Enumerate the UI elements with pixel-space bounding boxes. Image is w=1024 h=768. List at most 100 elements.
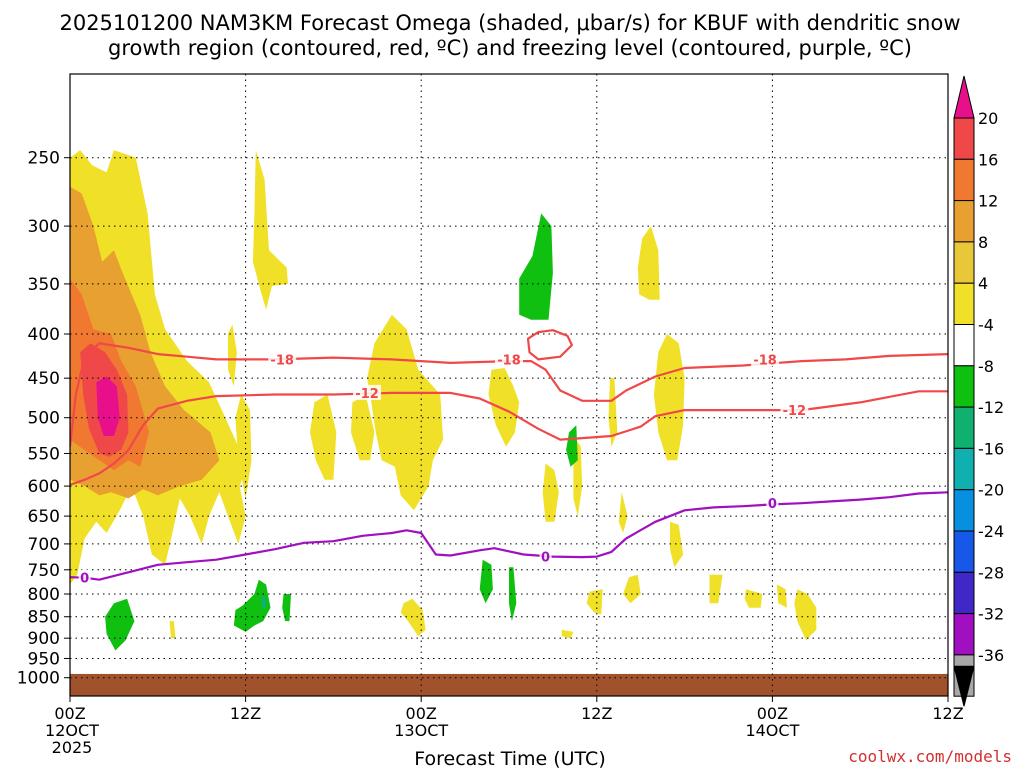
y-tick-label-500: 500	[28, 409, 60, 429]
omega-shade-pos-12	[542, 463, 559, 522]
omega-shade-neg-28	[105, 598, 135, 651]
colorbar-label-2: 12	[978, 192, 998, 211]
x-axis-label: Forecast Time (UTC)	[414, 748, 605, 768]
colorbar-swatch-8	[953, 447, 975, 491]
omega-shade-pos-22	[744, 589, 763, 608]
contour-label-3: 0	[541, 551, 550, 566]
colorbar-swatch-7	[953, 406, 975, 449]
omega-shade-pos-24	[776, 584, 787, 608]
omega-shade-pos-21	[586, 589, 603, 615]
y-tick-label-650: 650	[28, 507, 60, 527]
omega-shade-neg-34	[566, 425, 578, 467]
x-tick-label-24-2: 13OCT	[394, 721, 448, 740]
contour-dgz-1	[70, 390, 948, 486]
omega-shade-pos-10	[367, 314, 444, 511]
contour-label-bg	[539, 548, 552, 564]
colorbar-swatch-4	[953, 282, 975, 326]
colorbar-swatch-6	[953, 365, 975, 408]
omega-shade-pos-11	[488, 368, 520, 447]
contour-label-bg	[780, 402, 809, 418]
colorbar: 20 16 12 8 4 -4 -8 -12 -16 -20 -24 -28 -32 -36	[953, 75, 1004, 707]
colorbar-swatch-0	[953, 117, 975, 160]
y-tick-label-550: 550	[28, 444, 60, 464]
colorbar-label-9: -20	[978, 481, 1004, 500]
colorbar-label-13: -36	[978, 646, 1004, 665]
contour-label-bg	[766, 495, 779, 511]
x-tick-label-36-1: 12Z	[581, 704, 612, 723]
colorbar-label-1: 16	[978, 150, 998, 169]
contour-dgz-8	[526, 329, 573, 361]
colorbar-swatch-2	[953, 200, 975, 243]
omega-shade-pos-25	[400, 598, 426, 637]
omega-shade-pos-15	[618, 492, 628, 533]
colorbar-bottom-arrow	[953, 665, 975, 707]
colorbar-label-0: 20	[978, 109, 998, 128]
omega-shade-pos-17	[653, 334, 685, 461]
y-tick-label-450: 450	[28, 369, 60, 389]
x-tick-label-0-2: 12OCT	[45, 721, 99, 740]
omega-shade-pos-14	[608, 378, 618, 447]
colorbar-label-12: -32	[978, 605, 1004, 624]
omega-shade-pos-8	[310, 394, 337, 480]
ground-layer	[70, 673, 948, 696]
credit-link[interactable]: coolwx.com/models	[848, 747, 1012, 766]
omega-shade-pos-26	[561, 629, 574, 639]
y-tick-label-600: 600	[28, 477, 60, 497]
colorbar-swatch-5	[953, 324, 975, 367]
colorbar-swatch-12	[953, 613, 975, 656]
omega-shade-pos-4	[96, 376, 120, 436]
x-tick-label-24-1: 00Z	[406, 704, 437, 723]
omega-shade-pos-5	[252, 150, 288, 310]
omega-shade-neg-31	[479, 559, 493, 604]
chart-title-line-1: 2025101200 NAM3KM Forecast Omega (shaded…	[59, 11, 960, 35]
colorbar-swatch-1	[953, 158, 975, 202]
chart-title-line-2: growth region (contoured, red, ºC) and f…	[108, 36, 912, 60]
y-tick-label-300: 300	[28, 217, 60, 237]
y-tick-label-900: 900	[28, 629, 60, 649]
y-tick-label-1000: 1000	[17, 669, 60, 689]
x-tick-label-12-1: 12Z	[230, 704, 261, 723]
y-axis: 2503003504004505005506006507007508008509…	[17, 149, 70, 689]
colorbar-swatch-11	[953, 571, 975, 615]
y-tick-label-400: 400	[28, 325, 60, 345]
colorbar-label-10: -24	[978, 522, 1004, 541]
y-tick-label-350: 350	[28, 275, 60, 295]
contour-label-6: -18	[753, 353, 777, 368]
x-tick-label-48-1: 00Z	[757, 704, 788, 723]
omega-shade-neg-32	[509, 567, 517, 622]
contour-label-bg	[353, 384, 382, 400]
omega-shade-pos-9	[351, 394, 375, 461]
omega-shade-pos-18	[670, 521, 684, 568]
omega-shade-neg-29	[233, 579, 271, 632]
plot-frame	[69, 73, 949, 697]
colorbar-label-5: -4	[978, 316, 994, 335]
y-tick-label-250: 250	[28, 149, 60, 169]
contour-label-1: -12	[355, 387, 379, 402]
colorbar-label-6: -8	[978, 357, 994, 376]
omega-shade-neg-35	[261, 596, 267, 608]
colorbar-label-3: 8	[978, 233, 988, 252]
y-tick-label-750: 750	[28, 561, 60, 581]
contour-label-5: -18	[497, 353, 521, 368]
omega-shade-pos-16	[637, 226, 660, 300]
colorbar-label-4: 4	[978, 274, 988, 293]
contour-label-bg	[78, 569, 91, 585]
colorbar-label-7: -12	[978, 398, 1004, 417]
contour-label-bg	[268, 351, 297, 367]
x-tick-label-0-3: 2025	[52, 738, 93, 757]
x-tick-label-0-1: 00Z	[54, 704, 85, 723]
omega-shade-pos-19	[709, 574, 723, 604]
omega-shade-pos-27	[169, 621, 176, 639]
contour-label-bg	[495, 351, 523, 367]
plot-area: -18 -12 0 0 0 -18 -18 -12	[69, 73, 949, 697]
contour-label-2: 0	[80, 572, 89, 587]
colorbar-swatch-3	[953, 241, 975, 284]
x-tick-label-48-2: 14OCT	[745, 721, 799, 740]
omega-shade-pos-23	[794, 589, 817, 641]
contour-label-4: 0	[768, 497, 777, 512]
colorbar-swatch-10	[953, 530, 975, 573]
omega-shade-pos-20	[623, 574, 641, 604]
colorbar-label-11: -28	[978, 563, 1004, 582]
